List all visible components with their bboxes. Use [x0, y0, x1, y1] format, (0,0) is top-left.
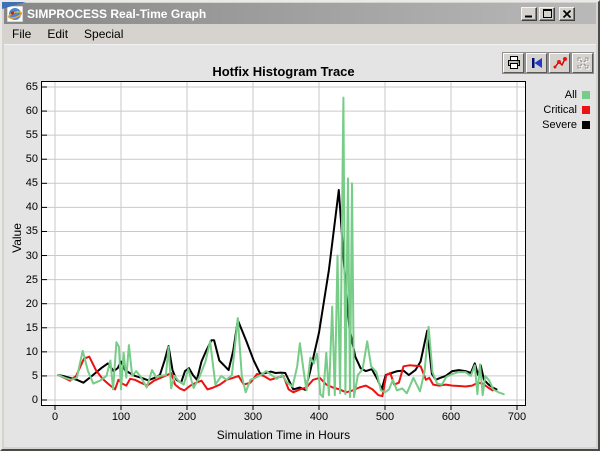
y-tick-label: 50 — [25, 153, 38, 166]
chart-title: Hotfix Histogram Trace — [212, 64, 355, 79]
y-tick-label: 25 — [25, 273, 38, 286]
x-axis-label: Simulation Time in Hours — [216, 428, 351, 442]
x-tick-label: 700 — [507, 411, 527, 423]
fit-to-window-button — [572, 53, 593, 73]
rewind-to-start-icon — [531, 58, 542, 68]
menu-edit[interactable]: Edit — [47, 27, 69, 41]
legend-label: Severe — [542, 118, 577, 131]
printer-icon — [507, 56, 520, 69]
x-tick-label: 500 — [375, 411, 395, 423]
window-title: SIMPROCESS Real-Time Graph — [27, 6, 207, 21]
content-area: Hotfix Histogram Trace 0 100 200 300 400 500 6… — [4, 44, 596, 447]
legend-label: Critical — [543, 103, 577, 116]
app-icon[interactable] — [7, 5, 23, 22]
print-button[interactable] — [503, 53, 524, 73]
fit-to-window-icon — [577, 57, 589, 70]
legend-swatch-critical — [582, 105, 590, 114]
y-tick-label: 35 — [25, 225, 38, 238]
series-all — [57, 96, 505, 399]
x-tick-label: 300 — [243, 411, 263, 423]
x-tick-label: 400 — [309, 411, 329, 423]
plot-button[interactable] — [549, 53, 570, 73]
y-tick-label: 0 — [31, 394, 38, 406]
y-tick-label: 40 — [25, 201, 38, 214]
background-window-artifact — [2, 2, 26, 9]
y-tick-label: 45 — [25, 177, 38, 190]
legend-item-all: All — [526, 87, 590, 102]
plot-points-icon — [553, 57, 567, 69]
y-tick-label: 10 — [25, 345, 38, 358]
menu-special[interactable]: Special — [84, 27, 124, 41]
y-tick-label: 30 — [25, 249, 38, 262]
title-bar[interactable]: SIMPROCESS Real-Time Graph — [4, 3, 596, 24]
x-tick-label: 100 — [111, 411, 131, 423]
x-tick-label: 200 — [177, 411, 197, 423]
maximize-icon — [542, 9, 552, 18]
legend-item-severe: Severe — [526, 117, 590, 132]
legend-item-critical: Critical — [526, 102, 590, 117]
y-tick-label: 20 — [25, 297, 38, 310]
x-tick-label: 600 — [441, 411, 461, 423]
chart-legend: All Critical Severe — [526, 87, 590, 132]
legend-swatch-all — [582, 90, 590, 99]
toolbar — [503, 53, 593, 73]
legend-label: All — [564, 88, 577, 101]
x-tick-label: 0 — [51, 411, 59, 423]
y-tick-label: 60 — [25, 105, 38, 118]
close-button[interactable] — [559, 6, 575, 21]
y-tick-label: 55 — [25, 129, 38, 142]
y-tick-label: 15 — [25, 321, 38, 334]
y-tick-label: 65 — [25, 81, 38, 93]
maximize-button[interactable] — [539, 6, 555, 21]
minimize-button[interactable] — [521, 6, 537, 21]
plot-svg — [41, 81, 526, 410]
minimize-icon — [525, 15, 532, 17]
menu-file[interactable]: File — [12, 27, 32, 41]
rewind-button[interactable] — [526, 53, 547, 73]
y-tick-label: 5 — [31, 369, 38, 382]
menu-bar: File Edit Special — [4, 24, 596, 44]
close-icon — [563, 9, 571, 18]
legend-swatch-severe — [582, 120, 590, 129]
y-axis-label: Value — [10, 223, 24, 253]
